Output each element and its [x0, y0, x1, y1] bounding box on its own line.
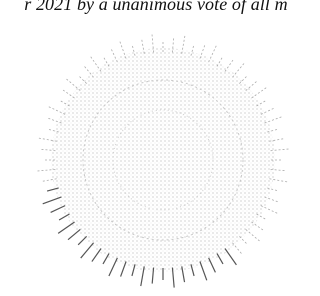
seal-ray — [68, 229, 80, 239]
seal-ray — [92, 248, 101, 261]
seal-ray — [109, 258, 117, 276]
seal-ray — [81, 243, 94, 258]
page: r 2021 by a unanimous vote of all m (() … — [0, 0, 312, 296]
text-line: r 2021 by a unanimous vote of all m — [0, 0, 312, 15]
seal — [0, 0, 312, 296]
seal-ray — [58, 222, 74, 233]
seal-ray — [225, 248, 236, 264]
